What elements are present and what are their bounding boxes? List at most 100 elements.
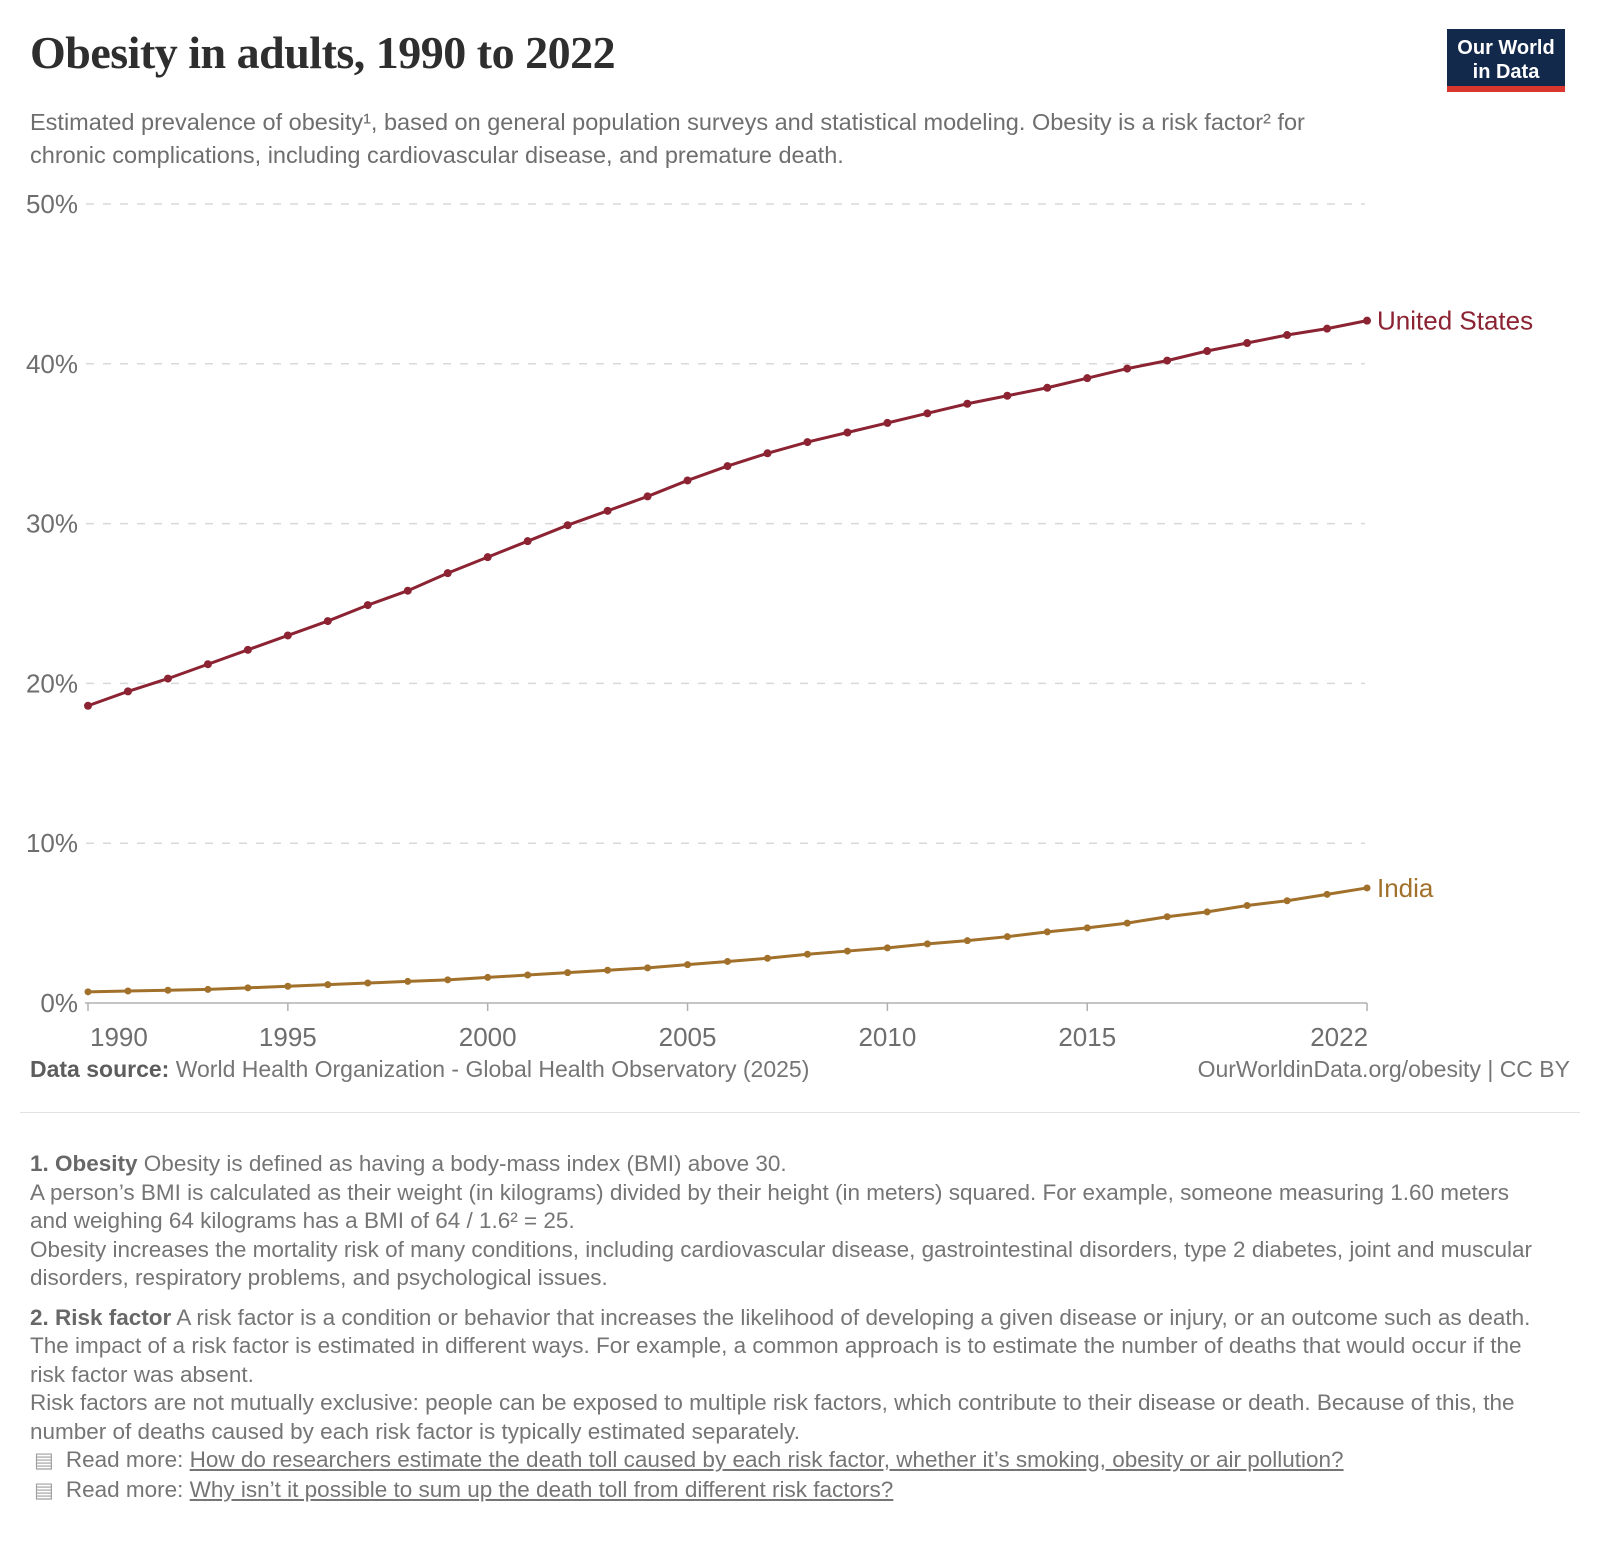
y-tick-label: 10%	[26, 828, 78, 858]
series-point[interactable]	[1123, 364, 1132, 373]
series-point[interactable]	[1083, 924, 1091, 932]
read-more-prefix-2: Read more:	[65, 1476, 190, 1502]
footnote-2-body-1: The impact of a risk factor is estimated…	[30, 1333, 1522, 1387]
series-point[interactable]	[1123, 919, 1131, 927]
series-point[interactable]	[324, 981, 332, 989]
series-point[interactable]	[843, 428, 852, 437]
series-point[interactable]	[883, 944, 891, 952]
series-point[interactable]	[923, 940, 931, 948]
series-point[interactable]	[843, 947, 851, 955]
series-line-united-states[interactable]	[86, 319, 1369, 708]
series-point[interactable]	[444, 976, 452, 984]
chart-subtitle: Estimated prevalence of obesity¹, based …	[30, 109, 1305, 168]
series-point[interactable]	[643, 492, 652, 501]
series-point[interactable]	[1003, 933, 1011, 941]
series-point[interactable]	[1203, 347, 1212, 356]
series-point[interactable]	[1323, 324, 1332, 333]
footnote-2-lead: A risk factor is a condition or behavior…	[171, 1304, 1531, 1330]
series-point[interactable]	[564, 969, 572, 977]
series-point[interactable]	[604, 966, 612, 974]
series-label-india[interactable]: India	[1377, 873, 1434, 903]
read-more-prefix-1: Read more:	[65, 1447, 190, 1472]
series-point[interactable]	[1003, 391, 1012, 400]
series-point[interactable]	[404, 977, 412, 985]
line-chart[interactable]: 0% 10% 20% 30% 40% 50% 1990 1995 2000 2005 2010 201…	[0, 0, 1600, 1110]
chart-footer: Data source: World Health Organization -…	[30, 1056, 1570, 1083]
read-more-row-2: ▤ Read more: Why isn’t it possible to sum…	[30, 1476, 1542, 1506]
data-source: Data source: World Health Organization -…	[30, 1056, 809, 1083]
series-point[interactable]	[963, 937, 971, 945]
footnote-risk-factor: 2. Risk factor A risk factor is a condit…	[30, 1304, 1542, 1506]
series-point[interactable]	[1083, 374, 1092, 383]
series-point[interactable]	[524, 971, 532, 979]
x-tick-label: 2022	[1310, 1022, 1368, 1052]
series-point[interactable]	[84, 988, 92, 996]
series-point[interactable]	[1363, 884, 1371, 892]
series-point[interactable]	[603, 506, 612, 515]
owid-logo[interactable]: Our World in Data	[1447, 29, 1565, 92]
series-point[interactable]	[203, 660, 212, 669]
series-point[interactable]	[803, 950, 811, 958]
series-point[interactable]	[1163, 913, 1171, 921]
series-point[interactable]	[323, 617, 332, 626]
x-tick-label: 2015	[1058, 1022, 1116, 1052]
series-point[interactable]	[1243, 339, 1252, 348]
footnote-1-body-2: Obesity increases the mortality risk of …	[30, 1236, 1532, 1291]
series-point[interactable]	[923, 409, 932, 418]
document-icon: ▤	[34, 1478, 54, 1502]
series-point[interactable]	[243, 645, 252, 654]
series-point[interactable]	[1203, 908, 1211, 916]
series-point[interactable]	[1243, 902, 1251, 910]
series-point[interactable]	[763, 449, 772, 458]
series-point[interactable]	[163, 674, 172, 683]
series-point[interactable]	[364, 979, 372, 987]
series-point[interactable]	[1283, 897, 1291, 905]
series-point[interactable]	[403, 586, 412, 595]
series-point[interactable]	[124, 987, 132, 995]
owid-logo-line1: Our World	[1457, 37, 1555, 59]
read-more-link-1[interactable]: How do researchers estimate the death to…	[189, 1447, 1344, 1472]
series-point[interactable]	[723, 462, 732, 471]
page-title: Obesity in adults, 1990 to 2022	[30, 27, 616, 78]
series-point[interactable]	[763, 954, 771, 962]
series-point[interactable]	[963, 399, 972, 408]
y-tick-label: 30%	[26, 509, 78, 539]
x-tick-label: 1990	[90, 1022, 148, 1052]
series-point[interactable]	[1363, 316, 1372, 325]
series-point[interactable]	[803, 438, 812, 447]
series-point[interactable]	[883, 418, 892, 427]
series-point[interactable]	[1163, 356, 1172, 365]
series-point[interactable]	[443, 569, 452, 578]
attribution[interactable]: OurWorldinData.org/obesity | CC BY	[1197, 1056, 1570, 1082]
document-icon: ▤	[34, 1449, 54, 1472]
series-point[interactable]	[484, 973, 492, 981]
data-source-label: Data source:	[30, 1056, 170, 1082]
read-more-link-2[interactable]: Why isn’t it possible to sum up the deat…	[189, 1476, 894, 1502]
series-point[interactable]	[1323, 890, 1331, 898]
series-point[interactable]	[724, 957, 732, 965]
series-point[interactable]	[523, 537, 532, 546]
series-point[interactable]	[204, 985, 212, 993]
series-point[interactable]	[1043, 383, 1052, 392]
series-point[interactable]	[84, 701, 92, 710]
series-point[interactable]	[363, 601, 372, 610]
x-tick-label: 2005	[659, 1022, 717, 1052]
series-point[interactable]	[123, 687, 132, 696]
series-line-india[interactable]	[86, 886, 1369, 994]
series-point[interactable]	[284, 982, 292, 990]
series-point[interactable]	[244, 984, 252, 992]
series-point[interactable]	[483, 553, 492, 562]
series-point[interactable]	[164, 986, 172, 994]
footnote-1-body-1: A person’s BMI is calculated as their we…	[30, 1179, 1510, 1234]
series-label-united-states[interactable]: United States	[1377, 306, 1533, 336]
series-point[interactable]	[563, 521, 572, 530]
series-point[interactable]	[644, 964, 652, 972]
series-point[interactable]	[1043, 928, 1051, 936]
owid-logo-line2: in Data	[1472, 61, 1540, 83]
series-point[interactable]	[684, 961, 692, 969]
y-tick-label: 40%	[26, 349, 78, 379]
series-point[interactable]	[683, 476, 692, 485]
series-point[interactable]	[283, 631, 292, 640]
series-point[interactable]	[1283, 331, 1292, 340]
